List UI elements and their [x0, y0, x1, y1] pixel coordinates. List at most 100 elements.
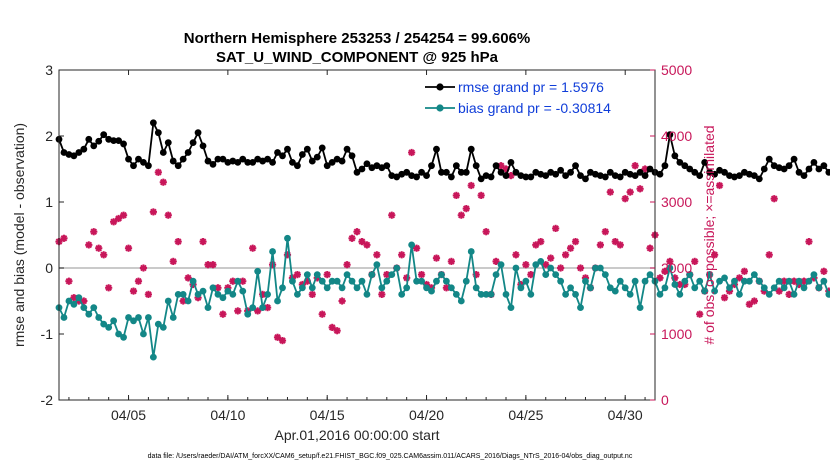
rmse-point: [671, 152, 679, 160]
bias-point: [318, 277, 326, 285]
bias-point: [611, 287, 619, 295]
obs-point: [656, 274, 664, 282]
rmse-point: [363, 160, 371, 168]
x-tick-label: 04/05: [111, 407, 146, 423]
bias-point: [393, 264, 401, 272]
bias-point: [492, 271, 500, 278]
y-tick-label-right: 4000: [661, 128, 692, 144]
obs-point: [417, 271, 426, 279]
rmse-point: [189, 139, 197, 147]
obs-point: [273, 333, 282, 341]
bias-point: [274, 297, 281, 305]
bias-point: [631, 277, 639, 285]
bias-point: [418, 277, 425, 285]
bias-point: [259, 304, 267, 311]
y-tick-label-left: 3: [45, 62, 53, 78]
bias-point: [199, 287, 207, 295]
rmse-point: [214, 155, 222, 163]
obs-point: [164, 211, 172, 219]
obs-point: [467, 181, 475, 190]
bias-point: [800, 284, 808, 292]
rmse-point: [457, 168, 465, 176]
obs-point: [542, 261, 550, 269]
bias-point: [75, 294, 83, 302]
bias-point: [557, 277, 565, 285]
bias-point: [408, 241, 416, 249]
obs-point: [278, 337, 287, 345]
rmse-point: [447, 173, 455, 181]
rmse-point: [80, 145, 88, 153]
bias-point: [497, 261, 505, 269]
bias-point: [522, 277, 530, 285]
rmse-point: [164, 139, 172, 147]
bias-point: [507, 304, 515, 311]
bias-point: [343, 271, 351, 278]
bias-point: [646, 271, 654, 278]
obs-point: [323, 271, 331, 279]
obs-point: [110, 218, 118, 226]
rmse-point: [527, 173, 535, 181]
bias-point: [467, 248, 475, 255]
obs-point: [720, 294, 729, 302]
obs-point: [636, 185, 644, 193]
rmse-point: [711, 170, 718, 178]
bias-point: [244, 310, 252, 318]
obs-point: [129, 287, 138, 295]
rmse-point: [736, 172, 743, 180]
obs-point: [184, 274, 192, 282]
bias-point: [711, 287, 718, 295]
rmse-point: [294, 162, 301, 170]
bias-point: [368, 271, 376, 278]
bias-point: [164, 297, 172, 305]
bias-point: [641, 277, 649, 285]
bias-point: [696, 277, 704, 285]
bias-point: [383, 277, 391, 285]
rmse-point: [149, 119, 157, 127]
rmse-point: [274, 149, 281, 156]
bias-point: [512, 264, 520, 272]
rmse-point: [472, 162, 480, 170]
rmse-point: [120, 140, 127, 148]
rmse-point: [174, 162, 182, 170]
bias-point: [239, 287, 247, 295]
rmse-point: [701, 159, 709, 166]
obs-point: [646, 244, 654, 252]
bias-point: [145, 314, 152, 321]
obs-point: [696, 310, 704, 318]
bias-point: [279, 284, 286, 292]
bias-point: [825, 291, 830, 298]
obs-point: [596, 241, 604, 249]
bias-point: [264, 291, 271, 298]
legend-bias-label: bias grand pr = -0.30814: [458, 100, 611, 116]
rmse-point: [443, 168, 450, 176]
obs-point: [820, 267, 828, 275]
bias-point: [159, 324, 167, 331]
bias-point: [820, 277, 828, 285]
obs-point: [388, 211, 396, 219]
rmse-point: [154, 129, 162, 137]
rmse-point: [691, 168, 699, 176]
rmse-point: [308, 157, 316, 165]
rmse-point: [641, 172, 649, 180]
rmse-point: [264, 155, 271, 163]
bias-point: [552, 271, 560, 278]
bias-point: [115, 330, 122, 338]
obs-point: [85, 241, 93, 249]
obs-point: [139, 264, 148, 272]
obs-point: [576, 264, 585, 272]
obs-point: [338, 297, 346, 305]
obs-point: [785, 290, 793, 298]
obs-point: [308, 290, 316, 298]
rmse-point: [572, 162, 579, 170]
rmse-point: [750, 172, 758, 180]
obs-point: [219, 310, 227, 318]
obs-point: [398, 251, 406, 259]
rmse-point: [110, 137, 118, 145]
obs-point: [343, 261, 351, 269]
obs-point: [119, 211, 128, 219]
rmse-point: [289, 159, 296, 166]
obs-point: [100, 251, 108, 259]
bias-point: [770, 284, 778, 292]
obs-point: [174, 238, 182, 246]
